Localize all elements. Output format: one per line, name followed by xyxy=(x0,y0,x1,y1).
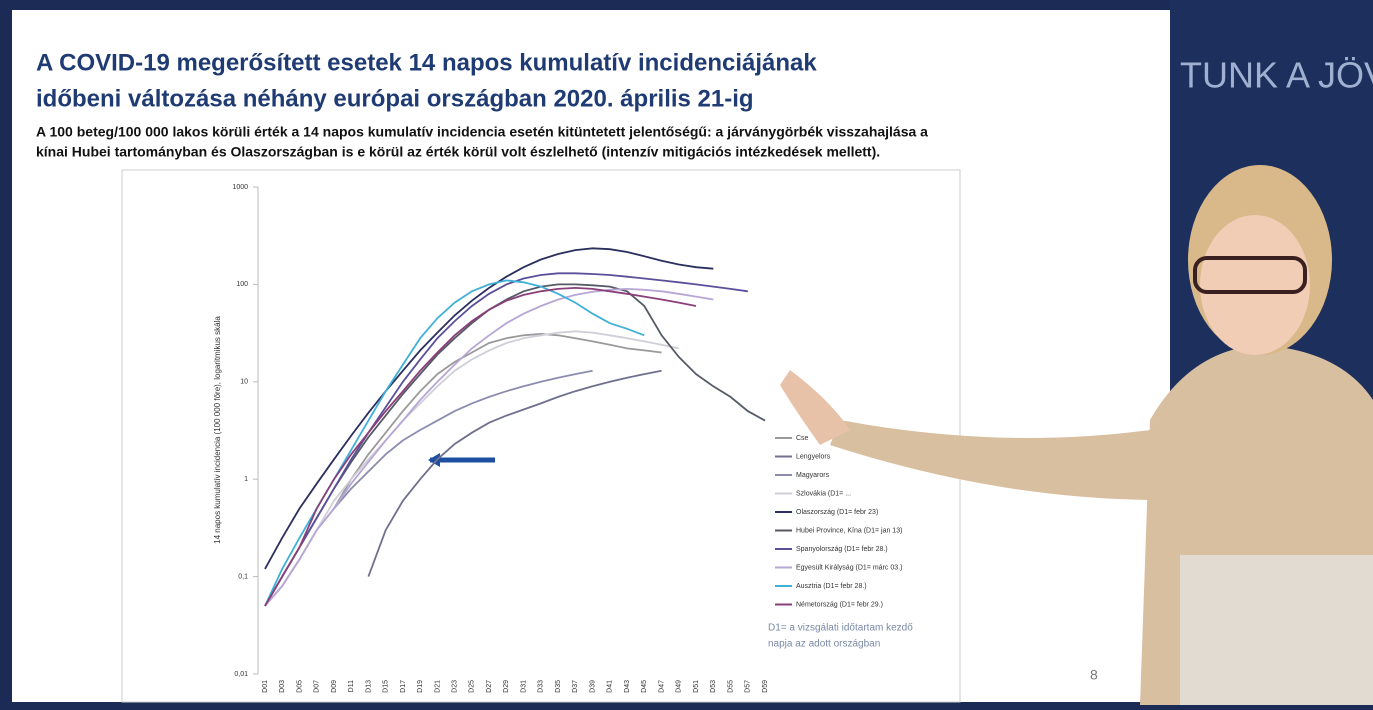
legend-label: Hubei Province, Kína (D1= jan 13) xyxy=(796,527,902,534)
x-tick-label: D21 xyxy=(434,680,441,693)
x-tick-label: D25 xyxy=(469,680,476,693)
legend-label: Lengyelors xyxy=(796,453,831,460)
x-tick-label: D43 xyxy=(624,680,631,693)
x-tick-label: D45 xyxy=(641,680,648,693)
y-tick-label: 1 xyxy=(244,476,248,483)
x-tick-label: D11 xyxy=(348,680,355,692)
legend-label: Magyarors xyxy=(796,472,830,479)
x-tick-label: D41 xyxy=(607,680,614,693)
x-tick-label: D47 xyxy=(658,680,665,693)
x-tick-label: D03 xyxy=(279,680,286,693)
x-tick-label: D55 xyxy=(727,680,734,693)
note: D1= a vizsgálati időtartam kezdő xyxy=(768,623,913,634)
legend-label: Egyesült Királyság (D1= márc 03.) xyxy=(796,564,902,571)
x-tick-label: D35 xyxy=(555,680,562,693)
x-tick-label: D19 xyxy=(417,680,424,693)
title: A COVID-19 megerősített esetek 14 napos … xyxy=(36,49,817,76)
note: napja az adott országban xyxy=(768,639,880,650)
y-tick-label: 0,01 xyxy=(234,671,248,678)
x-tick-label: D15 xyxy=(383,680,390,693)
x-tick-label: D27 xyxy=(486,680,493,693)
legend-label: Cse xyxy=(796,435,809,442)
x-tick-label: D09 xyxy=(331,680,338,693)
subtitle: kínai Hubei tartományban és Olaszországb… xyxy=(36,144,880,160)
x-tick-label: D39 xyxy=(589,680,596,693)
legend-label: Ausztria (D1= febr 28.) xyxy=(796,583,867,590)
page: TUNK A JÖV A COVID-19 megerősített esete… xyxy=(0,0,1373,705)
title: időbeni változása néhány európai országb… xyxy=(36,85,754,112)
x-tick-label: D13 xyxy=(365,680,372,693)
legend-label: Olaszország (D1= febr 23) xyxy=(796,509,878,516)
podium xyxy=(1180,555,1373,705)
face xyxy=(1200,215,1310,355)
x-tick-label: D57 xyxy=(745,680,752,693)
legend-label: Spanyolország (D1= febr 28.) xyxy=(796,546,888,553)
x-tick-label: D01 xyxy=(262,680,269,693)
x-tick-label: D23 xyxy=(451,680,458,693)
page-number: 8 xyxy=(1090,667,1098,683)
subtitle: A 100 beteg/100 000 lakos körüli érték a… xyxy=(36,124,928,140)
x-tick-label: D59 xyxy=(762,680,769,693)
screen: TUNK A JÖV A COVID-19 megerősített esete… xyxy=(0,0,1373,705)
legend-label: Németország (D1= febr 29.) xyxy=(796,601,883,608)
x-tick-label: D33 xyxy=(538,680,545,693)
x-tick-label: D49 xyxy=(676,680,683,693)
x-tick-label: D29 xyxy=(503,680,510,693)
legend-label: Szlovákia (D1= ... xyxy=(796,490,851,497)
x-tick-label: D37 xyxy=(572,680,579,693)
x-tick-label: D31 xyxy=(520,680,527,693)
x-tick-label: D05 xyxy=(296,680,303,693)
y-tick-label: 0,1 xyxy=(238,573,248,580)
x-tick-label: D17 xyxy=(400,680,407,693)
backdrop-text: TUNK A JÖV xyxy=(1180,55,1373,96)
y-tick-label: 1000 xyxy=(232,184,248,191)
y-tick-label: 10 xyxy=(240,379,248,386)
x-tick-label: D51 xyxy=(693,680,700,693)
y-tick-label: 100 xyxy=(236,281,248,288)
x-tick-label: D07 xyxy=(314,680,321,693)
x-tick-label: D53 xyxy=(710,680,717,693)
y-axis-label: 14 napos kumulatív incidencia (100 000 f… xyxy=(213,316,222,544)
